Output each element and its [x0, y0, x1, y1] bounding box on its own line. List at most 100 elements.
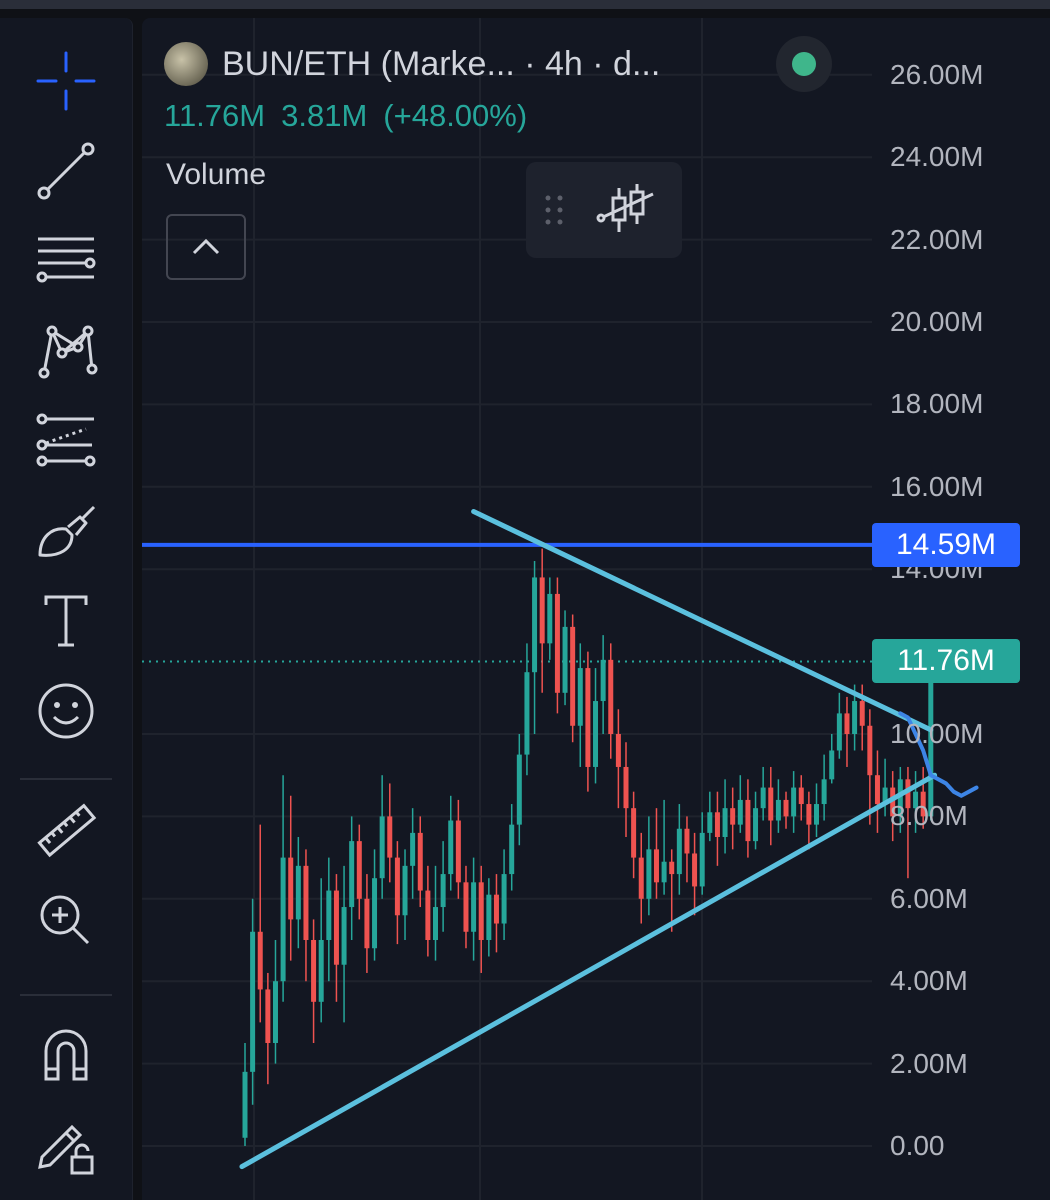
pattern-icon: [38, 325, 98, 379]
chart-canvas[interactable]: [142, 18, 1050, 1200]
price-axis-label: 0.00: [890, 1130, 945, 1161]
candle-body: [631, 808, 637, 858]
ruler-tool[interactable]: [16, 794, 116, 868]
zoom-in-tool[interactable]: [16, 884, 116, 958]
candle-body: [829, 750, 835, 780]
candle-body: [440, 874, 446, 908]
candle-body: [753, 808, 759, 842]
price-axis-label: 22.00M: [890, 223, 984, 255]
text-tool[interactable]: [16, 584, 116, 658]
candle-body: [859, 701, 865, 726]
candle-body: [905, 779, 911, 809]
trend-line: [471, 509, 934, 733]
candle-body: [532, 577, 538, 673]
candle-body: [379, 816, 385, 879]
crosshair-icon: [36, 51, 96, 111]
emoji-icon: [38, 683, 94, 739]
resistance-price-tag[interactable]: 14.59M: [872, 522, 1020, 567]
candle-body: [486, 894, 492, 940]
candle-body: [897, 779, 903, 817]
candle-body: [661, 861, 667, 883]
magnet-icon: [44, 1029, 88, 1081]
candle-body: [501, 874, 507, 924]
chart-style-button[interactable]: [582, 170, 672, 250]
candle-body: [638, 857, 644, 899]
candle-body: [280, 857, 286, 982]
candle-body: [425, 890, 431, 940]
price-axis-label: 24.00M: [890, 141, 984, 173]
candle-body: [372, 878, 378, 949]
candle-body: [433, 907, 438, 940]
price-axis-label: 6.00M: [890, 882, 968, 914]
candle-body: [737, 799, 743, 825]
collapse-button[interactable]: [166, 214, 246, 280]
candle-body: [448, 820, 454, 875]
status-dot-icon: [792, 52, 816, 76]
candle-body: [364, 898, 370, 949]
legend-values: 11.76M 3.81M (+48.00%): [164, 98, 527, 134]
candle-body: [554, 593, 560, 693]
candle-body: [730, 808, 736, 825]
candle-body: [798, 787, 804, 805]
candle-body: [852, 701, 858, 734]
candle-body: [272, 981, 278, 1043]
price-axis-label: 16.00M: [890, 470, 984, 502]
candle-body: [623, 766, 629, 809]
toolbar-separator: [20, 994, 112, 996]
token-avatar: [164, 42, 208, 86]
toolbar-separator: [20, 778, 112, 780]
emoji-tool[interactable]: [16, 674, 116, 748]
candle-body: [874, 775, 880, 805]
candle-body: [295, 865, 301, 920]
chart-panel[interactable]: BUN/ETH (Marke... · 4h · d... 11.76M 3.8…: [142, 18, 1050, 1200]
candle-body: [242, 1071, 248, 1138]
price-axis-label: 26.00M: [890, 58, 984, 90]
legend-change-pct: (+48.00%): [383, 98, 528, 133]
chevron-up-icon: [192, 238, 220, 255]
price-axis-label: 10.00M: [890, 718, 984, 749]
candle-body: [699, 832, 705, 887]
candle-body: [516, 754, 522, 825]
candle-body: [593, 701, 599, 767]
candle-body: [402, 865, 408, 916]
magnet-tool[interactable]: [16, 1018, 116, 1092]
candle-body: [615, 734, 621, 767]
price-axis-label: 18.00M: [890, 388, 984, 420]
pattern-tool[interactable]: [16, 314, 116, 388]
candle-body: [463, 882, 469, 932]
price-axis-label: 8.00M: [890, 800, 968, 832]
market-status[interactable]: [776, 36, 832, 92]
lock-drawings-icon: [38, 1124, 94, 1175]
candle-body: [928, 661, 934, 817]
trend-line: [239, 772, 938, 1170]
candle-body: [684, 828, 690, 854]
crosshair-tool[interactable]: [16, 44, 116, 118]
candle-body: [821, 779, 827, 805]
candle-body: [539, 577, 545, 644]
trend-line-tool[interactable]: [16, 134, 116, 208]
horizontal-lines-tool[interactable]: [16, 224, 116, 298]
candle-body: [676, 828, 682, 875]
candle-body: [608, 659, 614, 734]
candle-body: [333, 890, 339, 965]
candle-body: [524, 672, 530, 755]
symbol-legend[interactable]: BUN/ETH (Marke... · 4h · d...: [164, 42, 660, 86]
brush-tool[interactable]: [16, 494, 116, 568]
candle-body: [646, 849, 652, 899]
candle-body: [455, 820, 461, 883]
candle-body: [791, 787, 797, 817]
candle-body: [577, 668, 583, 726]
candle-body: [265, 989, 271, 1043]
drag-handle[interactable]: [526, 192, 582, 228]
lock-drawings-tool[interactable]: [16, 1108, 116, 1182]
candle-body: [806, 804, 812, 825]
trend-line-icon: [37, 142, 95, 200]
volume-pane-label: Volume: [166, 158, 267, 191]
candle-body: [836, 713, 842, 751]
candle-body: [410, 832, 416, 866]
last-price-tag[interactable]: 11.76M: [872, 639, 1020, 684]
price-axis-label: 2.00M: [890, 1047, 968, 1079]
candle-body: [570, 626, 576, 726]
candle-body: [478, 882, 484, 940]
fib-retracement-tool[interactable]: [16, 404, 116, 478]
